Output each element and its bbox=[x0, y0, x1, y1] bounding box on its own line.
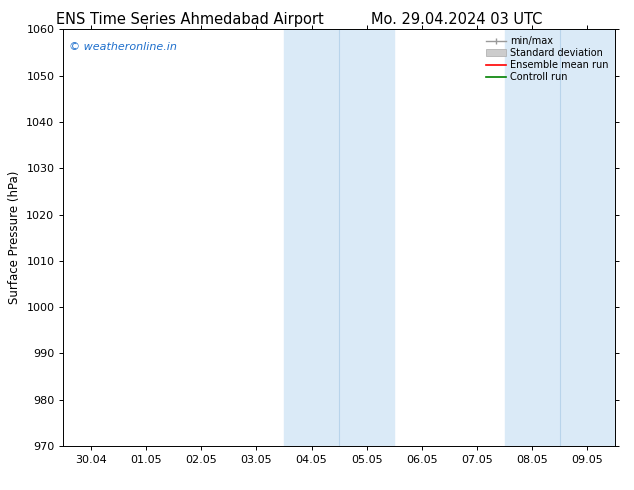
Y-axis label: Surface Pressure (hPa): Surface Pressure (hPa) bbox=[8, 171, 21, 304]
Bar bbox=[284, 29, 339, 446]
Text: © weatheronline.in: © weatheronline.in bbox=[69, 42, 177, 52]
Text: Mo. 29.04.2024 03 UTC: Mo. 29.04.2024 03 UTC bbox=[371, 12, 542, 27]
Bar bbox=[505, 29, 560, 446]
Bar bbox=[339, 29, 394, 446]
Bar bbox=[560, 29, 615, 446]
Legend: min/max, Standard deviation, Ensemble mean run, Controll run: min/max, Standard deviation, Ensemble me… bbox=[482, 32, 612, 86]
Text: ENS Time Series Ahmedabad Airport: ENS Time Series Ahmedabad Airport bbox=[56, 12, 324, 27]
